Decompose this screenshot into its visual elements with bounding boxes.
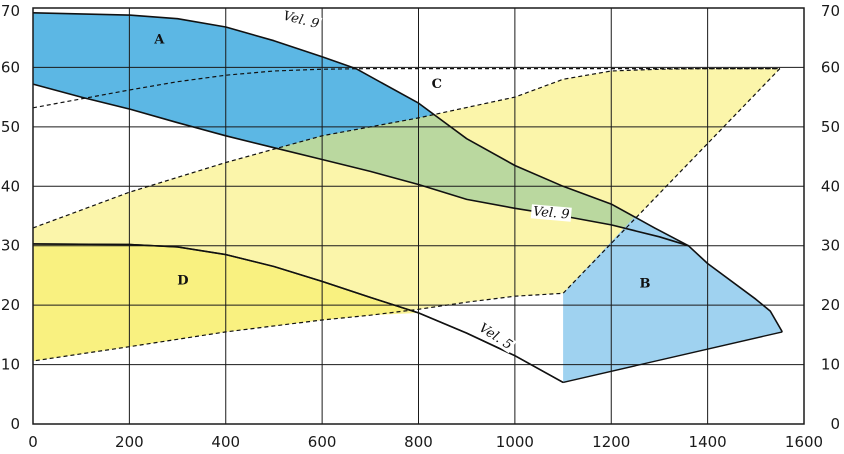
y-tick-label-left: 40 (1, 177, 20, 195)
speed-curve (32, 83, 689, 247)
curve-label-bg (280, 8, 323, 32)
curve-label: Vel. 5 (476, 321, 515, 354)
solid-boundary-line (562, 331, 783, 384)
x-tick-label: 800 (404, 433, 433, 451)
y-tick-label-left: 0 (10, 415, 20, 433)
curve-label: Vel. 9 (532, 204, 570, 222)
x-tick-label: 1400 (689, 433, 727, 451)
x-tick-label: 1200 (592, 433, 630, 451)
y-tick-label-left: 60 (1, 58, 20, 76)
region-label: C (432, 77, 442, 92)
y-tick-label-right: 0 (830, 415, 840, 433)
y-tick-label-right: 40 (821, 177, 840, 195)
curve-label: Vel. 9 (281, 9, 320, 32)
region-label: A (153, 33, 165, 48)
x-tick-label: 1000 (496, 433, 534, 451)
curve-label-bg (530, 204, 572, 222)
dashed-boundary-line (32, 68, 781, 362)
x-tick-label: 1600 (785, 433, 823, 451)
region-label: B (639, 276, 650, 291)
y-tick-label-left: 10 (1, 356, 20, 374)
y-tick-label-left: 70 (1, 2, 20, 20)
y-tick-label-right: 30 (821, 237, 840, 255)
y-tick-label-right: 60 (821, 58, 840, 76)
curve-label-bg (475, 319, 517, 354)
region-b-area (563, 216, 783, 383)
x-tick-label: 200 (115, 433, 144, 451)
dashed-boundary-line (32, 67, 780, 229)
y-tick-label-right: 70 (821, 2, 840, 20)
x-tick-label: 0 (28, 433, 38, 451)
y-tick-label-left: 20 (1, 296, 20, 314)
x-tick-label: 600 (308, 433, 337, 451)
y-tick-label-left: 30 (1, 237, 20, 255)
region-label: D (177, 273, 188, 288)
x-tick-label: 400 (211, 433, 240, 451)
speed-curve (32, 243, 564, 384)
lines-layer (32, 12, 783, 384)
y-tick-label-right: 20 (821, 296, 840, 314)
speed-curve (32, 12, 783, 333)
y-tick-label-right: 10 (821, 356, 840, 374)
curve-label-group: Vel. 9 (280, 8, 323, 32)
y-tick-label-left: 50 (1, 118, 20, 136)
curve-label-group: Vel. 5 (475, 319, 517, 354)
plot-frame (32, 7, 805, 425)
curve-label-group: Vel. 9 (530, 204, 572, 223)
y-tick-label-right: 50 (821, 118, 840, 136)
